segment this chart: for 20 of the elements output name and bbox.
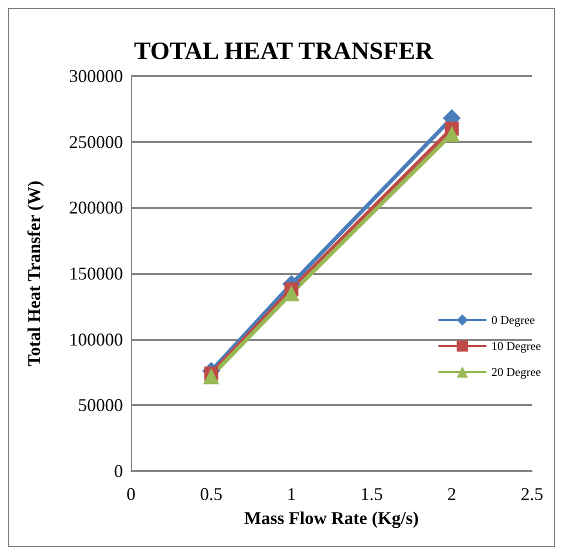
y-tick-label: 0 xyxy=(114,461,123,481)
x-tick-label: 0 xyxy=(126,484,136,504)
x-tick-label: 1 xyxy=(286,484,296,504)
x-axis-title: Mass Flow Rate (Kg/s) xyxy=(244,508,419,528)
legend-label: 10 Degree xyxy=(491,339,541,353)
x-tick-label: 2 xyxy=(447,484,456,504)
legend-label: 20 Degree xyxy=(491,365,541,379)
x-tick-label: 2.5 xyxy=(520,484,544,504)
x-tick-label: 1.5 xyxy=(360,484,383,504)
y-tick-label: 50000 xyxy=(78,395,123,416)
y-tick-label: 200000 xyxy=(69,198,123,218)
y-tick-label: 150000 xyxy=(69,264,123,284)
y-axis-title: Total Heat Transfer (W) xyxy=(24,180,44,366)
legend-label: 0 Degree xyxy=(491,313,535,327)
x-tick-label: 0.5 xyxy=(200,484,222,504)
chart-title: TOTAL HEAT TRANSFER xyxy=(134,38,434,65)
y-tick-label: 250000 xyxy=(69,132,123,152)
y-tick-label: 300000 xyxy=(69,66,123,86)
point xyxy=(203,368,220,384)
y-tick-label: 100000 xyxy=(69,329,123,350)
